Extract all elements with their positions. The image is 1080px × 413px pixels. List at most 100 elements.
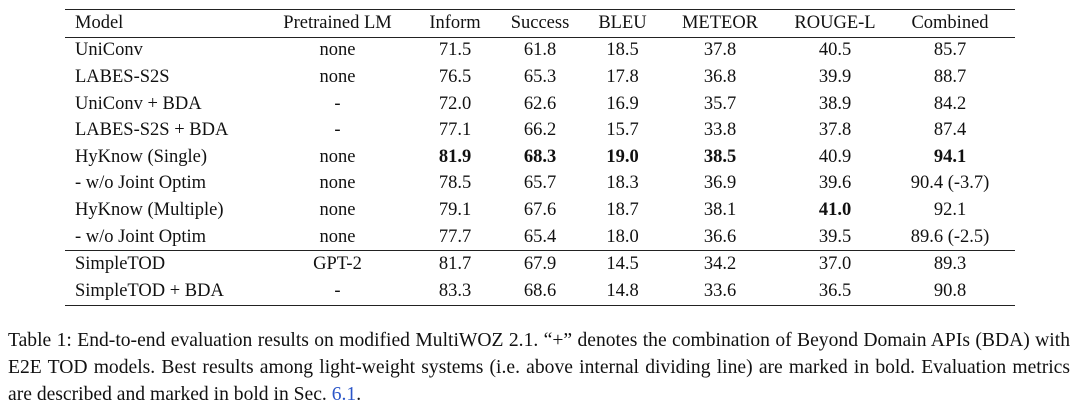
value-cell: 65.3	[523, 66, 557, 87]
value-cell: 85.7	[933, 40, 967, 61]
model-cell: - w/o Joint Optim	[75, 226, 207, 247]
value-cell: -	[334, 280, 341, 301]
table-row: UniConv none 71.5 61.8 18.5 37.8 40.5 85.7	[65, 37, 1015, 64]
value-cell: none	[319, 40, 356, 61]
model-cell: LABES-S2S	[75, 66, 170, 87]
model-cell: - w/o Joint Optim	[75, 173, 207, 194]
value-cell: 77.1	[438, 120, 472, 141]
table-row: HyKnow (Single) none 81.9 68.3 19.0 38.5 40.9 9…	[65, 144, 1015, 171]
value-cell: 66.2	[523, 120, 557, 141]
row-group: UniConv none 71.5 61.8 18.5 37.8 40.5 85.7 LABES…	[65, 37, 1015, 251]
value-cell: 84.2	[933, 93, 967, 114]
value-cell: -	[334, 120, 341, 141]
table-row: HyKnow (Multiple) none 79.1 67.6 18.7 38.1 41.…	[65, 197, 1015, 224]
value-cell: 83.3	[438, 280, 472, 301]
value-cell: 81.9	[438, 146, 472, 167]
value-cell: 78.5	[438, 173, 472, 194]
value-cell: 15.7	[606, 120, 639, 141]
value-cell: none	[319, 226, 356, 247]
value-cell: 39.5	[818, 226, 852, 247]
header-cell: Pretrained LM	[283, 12, 392, 33]
value-cell: 62.6	[523, 93, 557, 114]
value-cell: 34.2	[703, 254, 737, 275]
value-cell: 88.7	[933, 66, 967, 87]
value-cell: 36.8	[703, 66, 737, 87]
value-cell: 40.9	[818, 146, 852, 167]
value-cell: 65.7	[523, 173, 557, 194]
header-cell: METEOR	[681, 12, 759, 33]
value-cell: 94.1	[933, 146, 967, 167]
value-cell: 61.8	[523, 40, 557, 61]
model-cell: LABES-S2S + BDA	[75, 120, 229, 141]
header-cell: Success	[510, 12, 570, 33]
value-cell: 76.5	[438, 66, 472, 87]
header-cell: Inform	[429, 12, 481, 33]
value-cell: 17.8	[606, 66, 639, 87]
value-cell: none	[319, 66, 356, 87]
section-link[interactable]: 6.1	[331, 384, 357, 405]
value-cell: GPT-2	[313, 254, 362, 275]
value-cell: 65.4	[523, 226, 557, 247]
value-cell: 41.0	[818, 199, 852, 220]
value-cell: 77.7	[438, 226, 472, 247]
model-cell: SimpleTOD	[75, 254, 166, 275]
value-cell: 19.0	[606, 146, 639, 167]
value-cell: -	[334, 93, 341, 114]
value-cell: 36.9	[703, 173, 737, 194]
value-cell: 81.7	[438, 254, 472, 275]
value-cell: 67.9	[523, 254, 557, 275]
value-cell: 33.8	[703, 120, 737, 141]
value-cell: 39.6	[818, 173, 852, 194]
value-cell: 16.9	[606, 93, 639, 114]
header-cell: BLEU	[598, 12, 647, 33]
value-cell: 38.9	[818, 93, 852, 114]
header-cell: Combined	[911, 12, 989, 33]
value-cell: 72.0	[438, 93, 472, 114]
model-cell: UniConv + BDA	[75, 93, 202, 114]
value-cell: 89.3	[933, 254, 967, 275]
value-cell: 18.5	[606, 40, 639, 61]
value-cell: 38.5	[703, 146, 737, 167]
table-row: - w/o Joint Optim none 78.5 65.7 18.3 36.9 39.…	[65, 171, 1015, 198]
value-cell: 18.3	[606, 173, 639, 194]
row-group: SimpleTOD GPT-2 81.7 67.9 14.5 34.2 37.0 89.3 Si…	[65, 250, 1015, 306]
value-cell: 87.4	[933, 120, 967, 141]
value-cell: 89.6 (-2.5)	[910, 226, 990, 247]
value-cell: 68.6	[523, 280, 557, 301]
value-cell: 40.5	[818, 40, 852, 61]
value-cell: 18.0	[606, 226, 639, 247]
value-cell: 37.8	[703, 40, 737, 61]
value-cell: none	[319, 199, 356, 220]
value-cell: 37.0	[818, 254, 852, 275]
header-row: Model Pretrained LM Inform Success BLEU METEO…	[65, 9, 1015, 38]
value-cell: 68.3	[523, 146, 557, 167]
value-cell: 37.8	[818, 120, 852, 141]
model-cell: HyKnow (Multiple)	[75, 199, 224, 220]
value-cell: 36.5	[818, 280, 852, 301]
value-cell: 36.6	[703, 226, 737, 247]
value-cell: 14.5	[606, 254, 639, 275]
value-cell: 79.1	[438, 199, 472, 220]
table-row: UniConv + BDA - 72.0 62.6 16.9 35.7 38.9 84.2	[65, 91, 1015, 118]
table-row: SimpleTOD + BDA - 83.3 68.6 14.8 33.6 36.5 90.8	[65, 278, 1015, 305]
table-row: LABES-S2S none 76.5 65.3 17.8 36.8 39.9 88.7	[65, 64, 1015, 91]
value-cell: 92.1	[933, 199, 967, 220]
value-cell: 90.4 (-3.7)	[910, 173, 990, 194]
value-cell: 67.6	[523, 199, 557, 220]
value-cell: none	[319, 146, 356, 167]
table-row: SimpleTOD GPT-2 81.7 67.9 14.5 34.2 37.0 89.3	[65, 251, 1015, 278]
results-table: Model Pretrained LM Inform Success BLEU METEO…	[65, 9, 1015, 306]
model-cell: UniConv	[75, 40, 143, 61]
value-cell: 71.5	[438, 40, 472, 61]
value-cell: 39.9	[818, 66, 852, 87]
value-cell: 38.1	[703, 199, 737, 220]
caption: Table 1: End-to-end evaluation results o…	[8, 327, 1070, 408]
table-row: LABES-S2S + BDA - 77.1 66.2 15.7 33.8 37.8 87.4	[65, 117, 1015, 144]
table-row: - w/o Joint Optim none 77.7 65.4 18.0 36.6 39.…	[65, 224, 1015, 251]
caption-end: .	[356, 384, 362, 405]
value-cell: 18.7	[606, 199, 639, 220]
model-cell: SimpleTOD + BDA	[75, 280, 224, 301]
caption-text: Table 1: End-to-end evaluation results o…	[8, 330, 1070, 405]
model-cell: HyKnow (Single)	[75, 146, 208, 167]
